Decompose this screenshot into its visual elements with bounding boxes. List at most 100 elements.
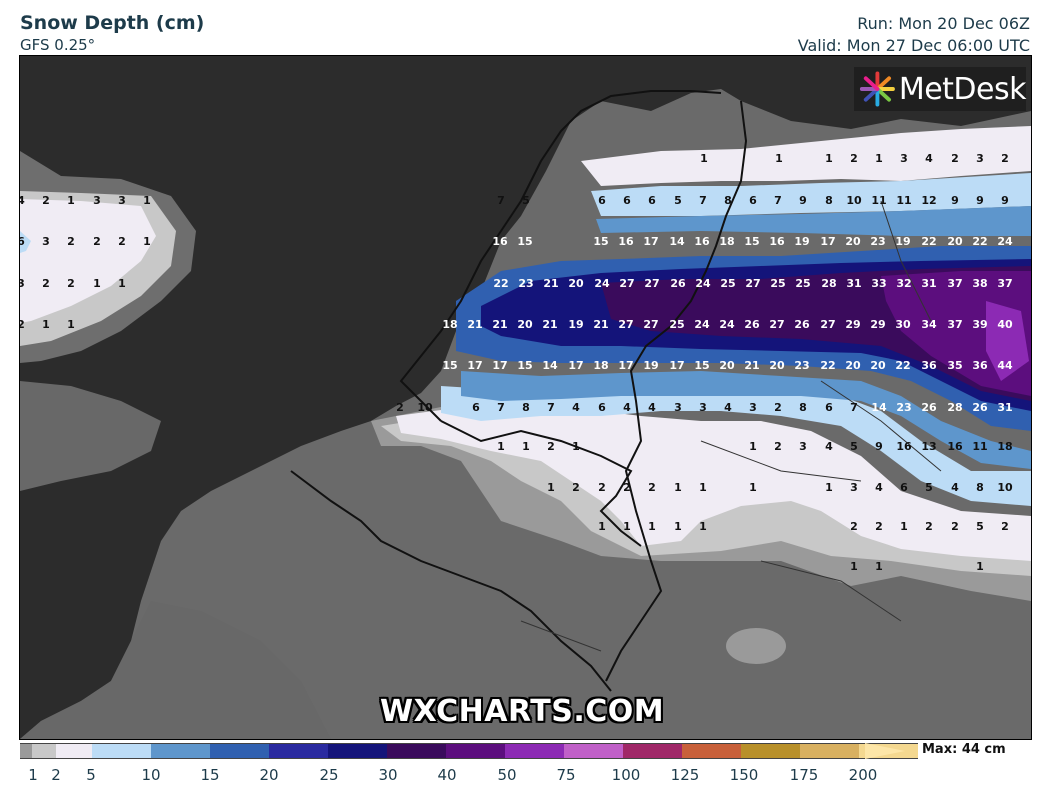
colorbar-segment — [387, 743, 446, 759]
colorbar-segment — [151, 743, 210, 759]
colorbar-tick-label: 10 — [141, 766, 161, 784]
snow-depth-value: 1 — [93, 277, 101, 290]
snow-depth-value: 2 — [774, 440, 782, 453]
snow-depth-value: 19 — [895, 235, 910, 248]
snow-depth-value: 1 — [699, 481, 707, 494]
snow-depth-value: 20 — [719, 359, 735, 372]
snow-depth-value: 6 — [749, 194, 757, 207]
snow-depth-value: 22 — [972, 235, 987, 248]
snow-depth-value: 2 — [67, 235, 75, 248]
snow-depth-value: 1 — [976, 560, 984, 573]
colorbar-tick-label: 75 — [556, 766, 576, 784]
snow-depth-value: 20 — [769, 359, 785, 372]
snow-depth-value: 2 — [774, 401, 782, 414]
snow-depth-value: 24 — [719, 318, 735, 331]
snow-depth-value: 6 — [20, 235, 25, 248]
snow-depth-value: 1 — [749, 481, 757, 494]
snow-depth-value: 19 — [568, 318, 583, 331]
snow-depth-value: 21 — [744, 359, 759, 372]
snow-depth-value: 17 — [643, 235, 658, 248]
snow-north-band — [581, 126, 1031, 186]
snow-depth-value: 3 — [749, 401, 757, 414]
snow-depth-value: 4 — [875, 481, 883, 494]
snow-depth-value: 29 — [870, 318, 885, 331]
snow-depth-value: 5 — [850, 440, 858, 453]
snow-10cm — [441, 386, 1031, 506]
snow-depth-value: 16 — [694, 235, 710, 248]
snow-depth-value: 1 — [572, 440, 580, 453]
snow-depth-value: 23 — [518, 277, 533, 290]
snow-depth-value: 8 — [825, 194, 833, 207]
colorbar-arrow — [865, 743, 905, 759]
snow-depth-value: 27 — [644, 277, 659, 290]
snow-depth-value: 1 — [522, 440, 530, 453]
colorbar-segment — [564, 743, 623, 759]
snow-depth-value: 15 — [442, 359, 457, 372]
snow-depth-value: 22 — [895, 359, 910, 372]
colorbar-segment — [800, 743, 859, 759]
colorbar-segment — [505, 743, 564, 759]
snow-depth-value: 33 — [871, 277, 886, 290]
snow-depth-value: 6 — [598, 401, 606, 414]
colorbar-tick-label: 150 — [729, 766, 759, 784]
border-be-nl — [440, 420, 642, 547]
snow-depth-value: 10 — [997, 481, 1013, 494]
snow-depth-value: 1 — [875, 152, 883, 165]
snow-depth-value: 5 — [925, 481, 933, 494]
snow-depth-value: 26 — [744, 318, 760, 331]
snow-depth-value: 10 — [417, 401, 433, 414]
snow-depth-value: 8 — [724, 194, 732, 207]
snow-depth-value: 22 — [493, 277, 508, 290]
colorbar-tick-label: 1 — [28, 766, 38, 784]
snow-depth-value: 27 — [618, 318, 633, 331]
colorbar-segment — [328, 743, 387, 759]
colorbar-tick-label: 40 — [437, 766, 457, 784]
snow-depth-value: 4 — [572, 401, 580, 414]
snow-depth-value: 1 — [67, 194, 75, 207]
snow-depth-value: 3 — [799, 440, 807, 453]
snow-depth-value: 1 — [648, 520, 656, 533]
snow-depth-value: 2 — [67, 277, 75, 290]
snow-depth-value: 1 — [775, 152, 783, 165]
snow-depth-value: 2 — [875, 520, 883, 533]
snow-depth-value: 19 — [794, 235, 809, 248]
snow-depth-value: 7 — [850, 401, 858, 414]
snow-depth-value: 16 — [492, 235, 508, 248]
snow-depth-value: 13 — [921, 440, 936, 453]
snow-depth-value: 1 — [700, 152, 708, 165]
snow-depth-value: 11 — [972, 440, 987, 453]
snow-depth-value: 3 — [42, 235, 50, 248]
snow-depth-value: 26 — [794, 318, 810, 331]
snow-depth-value: 35 — [947, 359, 962, 372]
snow-depth-value: 5 — [674, 194, 682, 207]
snow-depth-value: 5 — [522, 194, 530, 207]
snow-north-band-2 — [591, 173, 1031, 216]
snow-depth-value: 2 — [951, 520, 959, 533]
snow-depth-value: 9 — [976, 194, 984, 207]
snow-depth-value: 2 — [951, 152, 959, 165]
snow-depth-value: 1 — [497, 440, 505, 453]
snow-depth-value: 6 — [623, 194, 631, 207]
snow-depth-value: 20 — [845, 235, 861, 248]
colorbar-tick-label: 25 — [319, 766, 339, 784]
snow-depth-value: 6 — [900, 481, 908, 494]
snow-depth-value: 27 — [745, 277, 760, 290]
snow-depth-value: 1 — [674, 481, 682, 494]
colorbar — [20, 743, 918, 759]
snow-depth-value: 6 — [472, 401, 480, 414]
snow-depth-value: 2 — [572, 481, 580, 494]
snow-depth-value: 38 — [972, 277, 987, 290]
snow-depth-value: 7 — [699, 194, 707, 207]
snow-5cm — [396, 406, 1031, 561]
snow-depth-value: 14 — [542, 359, 558, 372]
snow-depth-value: 15 — [593, 235, 608, 248]
snow-england-10 — [20, 231, 31, 253]
watermark: WXCHARTS.COM — [380, 694, 665, 729]
england-south — [20, 381, 161, 491]
snow-depth-value: 19 — [643, 359, 658, 372]
snow-depth-value: 14 — [871, 401, 887, 414]
snow-depth-value: 26 — [670, 277, 686, 290]
snow-depth-value: 23 — [896, 401, 911, 414]
snow-depth-value: 21 — [492, 318, 507, 331]
colorbar-segment — [682, 743, 741, 759]
